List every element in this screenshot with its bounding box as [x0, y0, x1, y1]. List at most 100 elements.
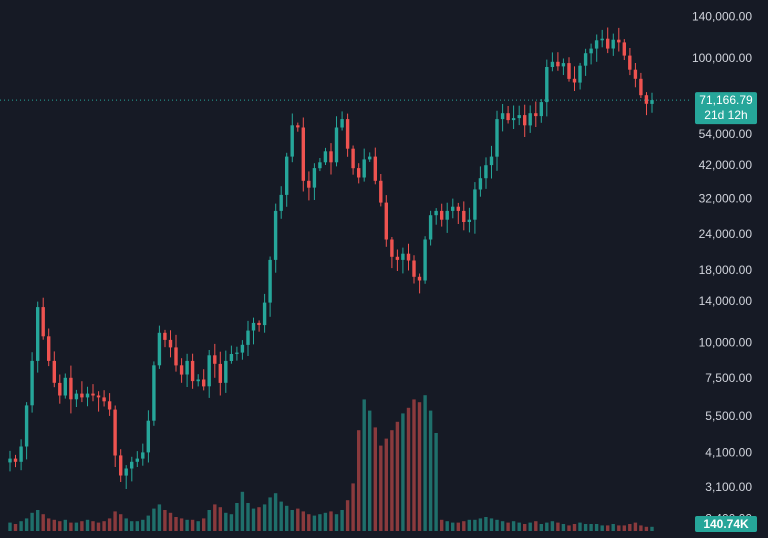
candle-body	[545, 67, 549, 103]
volume-bar	[85, 519, 90, 531]
candle-body	[113, 409, 117, 456]
candle	[262, 293, 267, 333]
volume-bar	[589, 524, 593, 531]
candle-body	[135, 458, 139, 462]
candle-body	[257, 322, 261, 325]
candle	[47, 328, 51, 367]
candle-body	[218, 363, 222, 383]
candle	[412, 255, 416, 284]
volume-bar	[473, 519, 477, 531]
volume-bar	[91, 521, 95, 531]
candle	[36, 301, 40, 373]
volume-bar	[345, 500, 350, 531]
candle	[379, 174, 383, 207]
candle	[30, 352, 34, 413]
volume-bar	[213, 504, 217, 531]
price-tick-label: 7,500.00	[705, 371, 752, 385]
candle-body	[467, 219, 471, 222]
volume-bar	[451, 522, 455, 531]
candle	[273, 203, 278, 273]
volume-bar	[340, 510, 344, 531]
candle-body	[279, 194, 283, 211]
volume-bar	[406, 407, 411, 531]
candle-body	[528, 113, 532, 126]
volume-bar	[307, 514, 311, 531]
volume-bar	[202, 518, 206, 531]
volume-bar	[334, 514, 339, 531]
volume-bar	[484, 517, 488, 531]
candle	[235, 346, 239, 361]
candle-body	[478, 178, 483, 190]
volume-bar	[41, 514, 45, 531]
candle	[617, 27, 621, 52]
candle	[517, 105, 521, 126]
price-tick-label: 14,000.00	[699, 294, 753, 308]
volume-bar	[207, 510, 211, 531]
volume-bar	[174, 517, 178, 531]
candle-body	[52, 360, 56, 383]
volume-bar	[312, 515, 317, 531]
candle-body	[583, 53, 588, 66]
candle	[395, 249, 400, 271]
volume-bar	[650, 526, 654, 531]
candle-body	[401, 253, 405, 260]
volume-bar	[644, 526, 649, 531]
candle-body	[445, 210, 449, 220]
volume-bar	[301, 511, 305, 531]
candle	[296, 122, 300, 132]
candle-body	[58, 382, 62, 396]
candle-body	[146, 420, 150, 453]
candle-body	[163, 332, 167, 340]
volume-bar	[96, 522, 101, 531]
candle-body	[196, 379, 200, 382]
last-price-value: 71,166.79	[699, 93, 753, 107]
candle-body	[13, 458, 18, 462]
candle	[489, 145, 494, 179]
volume-bar	[24, 518, 29, 531]
candle	[606, 27, 610, 54]
candle	[362, 148, 366, 182]
candle	[218, 351, 222, 396]
price-tick-label: 3,100.00	[705, 480, 752, 494]
candle	[567, 57, 571, 82]
candle-body	[484, 165, 488, 179]
candle-body	[345, 119, 350, 149]
candle-body	[495, 119, 499, 157]
volume-bar	[141, 519, 145, 531]
volume-bar	[107, 518, 112, 531]
candle-body	[69, 377, 73, 400]
volume-bar	[273, 493, 278, 531]
candle-body	[611, 39, 615, 49]
price-axis[interactable]: 140,000.00 100,000.00 54,000.00 42,000.00 32…	[692, 10, 752, 526]
candle	[8, 450, 12, 472]
volume-bar	[168, 512, 173, 531]
candle	[196, 374, 200, 387]
candle-body	[102, 397, 106, 402]
candle	[478, 166, 483, 197]
candle	[417, 273, 422, 294]
volume-bar	[523, 524, 527, 531]
candle	[224, 350, 228, 393]
candle-body	[152, 365, 156, 421]
volume-bar	[567, 525, 571, 531]
candle-body	[251, 322, 256, 331]
volume-value: 140.74K	[703, 517, 749, 531]
volume-bar	[58, 521, 62, 531]
candle-body	[119, 455, 123, 476]
candle-body	[412, 260, 416, 277]
candle	[561, 58, 566, 75]
volume-bar	[594, 524, 599, 531]
candle	[401, 247, 405, 274]
candle-body	[434, 210, 438, 216]
candle-body	[285, 156, 289, 195]
volume-bar	[506, 522, 510, 531]
volume-bar	[235, 503, 239, 531]
price-tick-label: 42,000.00	[699, 158, 753, 172]
volume-bar	[633, 522, 638, 531]
volume-bar	[489, 518, 494, 531]
price-tick-label: 140,000.00	[692, 10, 752, 24]
candle-body	[622, 42, 626, 56]
